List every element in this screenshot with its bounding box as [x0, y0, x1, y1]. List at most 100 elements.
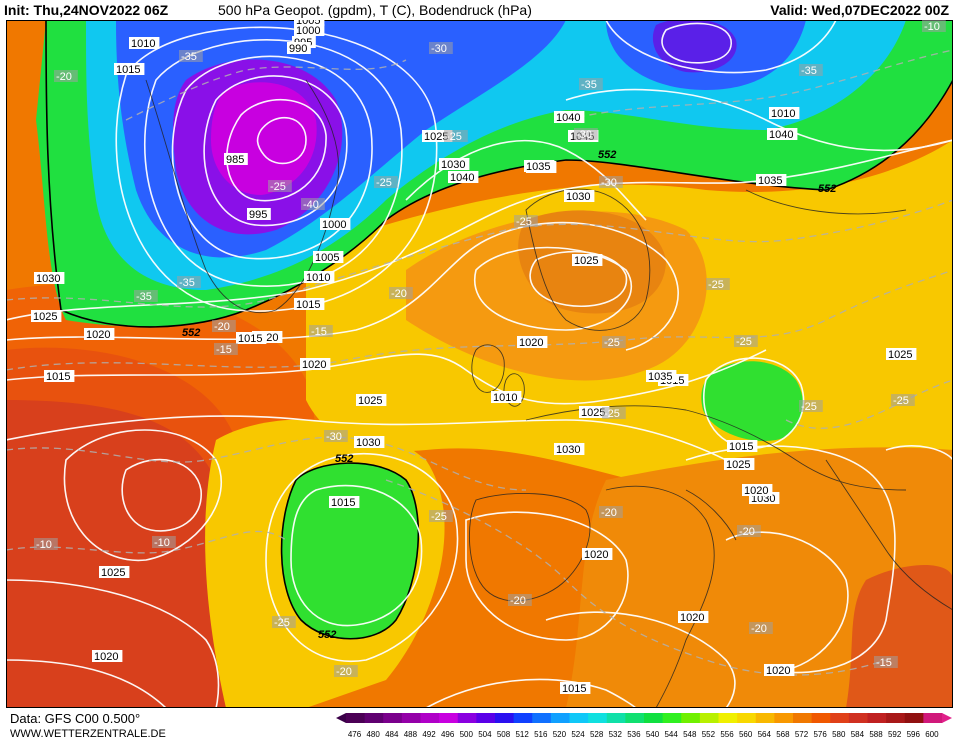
svg-text:-25: -25 [431, 511, 447, 523]
temperature-label: -25 [444, 130, 468, 143]
temperature-label: -20 [389, 287, 413, 300]
init-time: Init: Thu,24NOV2022 06Z [4, 2, 169, 18]
pressure-label: 1015 [236, 332, 267, 345]
pressure-label: 1035 [646, 370, 677, 383]
legend-swatch [588, 713, 608, 723]
svg-text:-30: -30 [601, 177, 617, 189]
temperature-label: -20 [508, 594, 532, 607]
svg-text:985: 985 [226, 154, 244, 166]
svg-text:1020: 1020 [519, 337, 543, 349]
field-red-se [846, 565, 953, 708]
svg-text:1035: 1035 [648, 371, 672, 383]
legend-swatch [755, 713, 775, 723]
temperature-label: -15 [309, 325, 333, 338]
pressure-label: 1005 [294, 20, 325, 27]
svg-text:-25: -25 [516, 216, 532, 228]
svg-text:1030: 1030 [356, 437, 380, 449]
temperature-label: -15 [214, 343, 238, 356]
svg-text:-15: -15 [216, 344, 232, 356]
pressure-label: 1040 [554, 111, 585, 124]
svg-text:1025: 1025 [101, 567, 125, 579]
field-green-cutoff [281, 463, 419, 639]
legend-tick-label: 528 [590, 730, 604, 739]
pressure-label: 1040 [767, 128, 798, 141]
legend-swatch [532, 713, 552, 723]
svg-text:1020: 1020 [584, 549, 608, 561]
legend-tick-label: 504 [478, 730, 492, 739]
svg-text:1000: 1000 [296, 25, 320, 37]
temperature-label: -35 [177, 276, 201, 289]
legend-tick-label: 576 [813, 730, 827, 739]
contour-552-cutoff [280, 462, 420, 640]
temperature-label: -25 [706, 278, 730, 291]
svg-text:1020: 1020 [86, 329, 110, 341]
svg-text:1020: 1020 [766, 665, 790, 677]
temperature-label: -25 [602, 336, 626, 349]
legend-tick-label: 532 [609, 730, 623, 739]
temperature-label: -35 [799, 64, 823, 77]
contour-552-label: 552 [818, 183, 836, 195]
legend-swatch [495, 713, 515, 723]
svg-text:1000: 1000 [322, 219, 346, 231]
temperature-label: -20 [334, 665, 358, 678]
temperature-label: -30 [599, 176, 623, 189]
legend-tick-label: 516 [534, 730, 548, 739]
svg-text:-30: -30 [326, 431, 342, 443]
temperature-label: -10 [34, 538, 58, 551]
legend-tick-label: 476 [348, 730, 362, 739]
svg-text:-25: -25 [736, 336, 752, 348]
legend-swatch [550, 713, 570, 723]
legend-tick-label: 592 [888, 730, 902, 739]
pressure-label: 1020 [764, 664, 795, 677]
legend-swatch [793, 713, 813, 723]
temperature-label: -20 [212, 320, 236, 333]
svg-text:1025: 1025 [726, 459, 750, 471]
temperature-label: -35 [134, 290, 158, 303]
legend-arrow-right [942, 713, 952, 723]
map-frame [6, 20, 953, 708]
legend-swatch [718, 713, 738, 723]
svg-text:1030: 1030 [566, 191, 590, 203]
legend-swatch [513, 713, 533, 723]
pressure-label: 1005 [313, 251, 344, 264]
legend-tick-label: 556 [720, 730, 734, 739]
legend-swatch [848, 713, 868, 723]
svg-text:1015: 1015 [116, 64, 140, 76]
legend-tick-label: 480 [366, 730, 380, 739]
pressure-label: 1020 [582, 548, 613, 561]
pressure-label: 1015 [329, 496, 360, 509]
field-green-east [701, 361, 804, 441]
svg-text:1040: 1040 [450, 172, 474, 184]
svg-text:1040: 1040 [556, 112, 580, 124]
legend-tick-label: 520 [553, 730, 567, 739]
svg-text:1025: 1025 [574, 255, 598, 267]
pressure-label: 1025 [579, 406, 610, 419]
svg-text:-35: -35 [801, 65, 817, 77]
weather-map: 1010101510051000995990985995100010051010… [6, 20, 953, 708]
temperature-label: -25 [734, 335, 758, 348]
pressure-label: 1015 [727, 440, 758, 453]
legend-swatch [811, 713, 831, 723]
legend-tick-label: 560 [739, 730, 753, 739]
svg-text:1005: 1005 [296, 20, 320, 27]
pressure-label: 1035 [524, 160, 555, 173]
svg-text:1015: 1015 [562, 683, 586, 695]
valid-time: Valid: Wed,07DEC2022 00Z [770, 2, 949, 18]
temperature-label: -25 [891, 394, 915, 407]
svg-text:1030: 1030 [441, 159, 465, 171]
pressure-label: 990 [287, 42, 311, 55]
legend-tick-label: 512 [515, 730, 529, 739]
isobars [6, 20, 953, 708]
contour-552-label: 552 [598, 149, 616, 161]
temperature-label: -25 [602, 407, 626, 420]
legend-swatch [606, 713, 626, 723]
svg-text:-40: -40 [303, 199, 319, 211]
svg-text:-10: -10 [154, 537, 170, 549]
svg-text:-25: -25 [446, 131, 462, 143]
pressure-label: 995 [247, 208, 271, 221]
pressure-label: 1025 [31, 310, 62, 323]
legend-swatch [383, 713, 403, 723]
legend-swatch [867, 713, 887, 723]
pressure-label: 1000 [320, 218, 351, 231]
